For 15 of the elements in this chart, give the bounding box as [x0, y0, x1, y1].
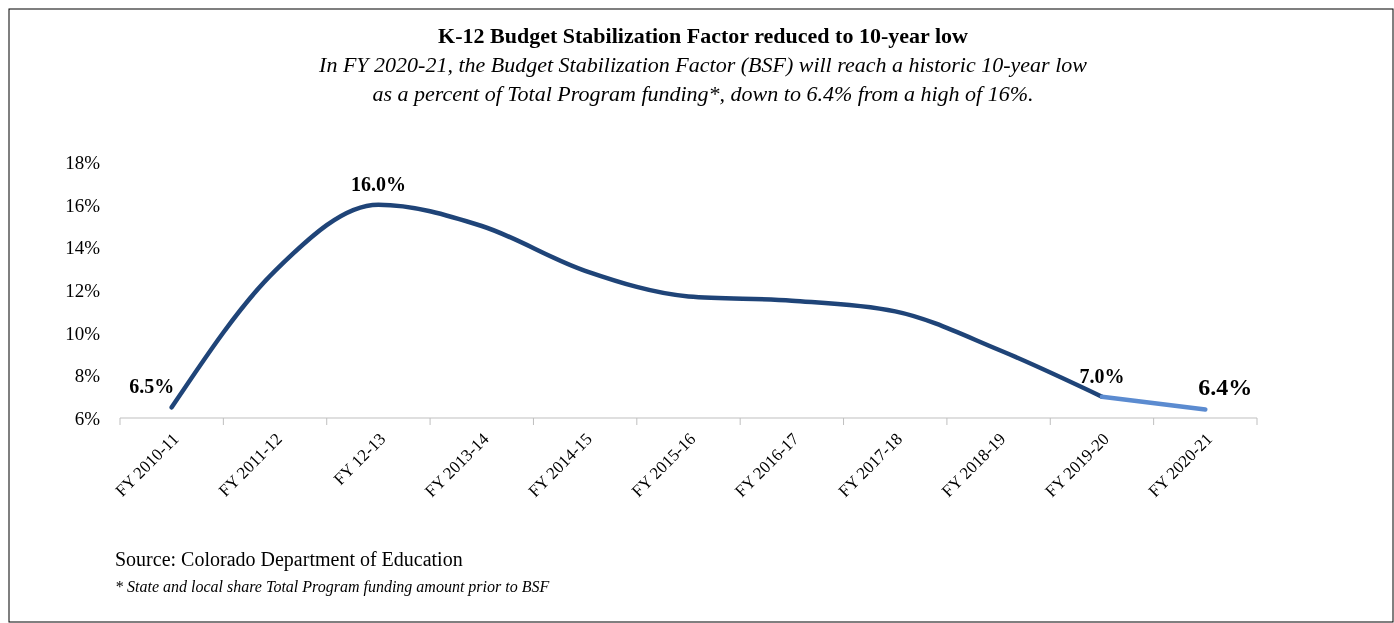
- y-tick-label: 6%: [74, 408, 101, 429]
- data-label: 7.0%: [1079, 364, 1125, 387]
- y-tick-label: 16%: [65, 194, 101, 216]
- data-label: 16.0%: [350, 172, 406, 195]
- y-tick-label: 8%: [74, 365, 101, 387]
- source-note: Source: Colorado Department of Education: [115, 548, 463, 571]
- data-label: 6.4%: [1198, 374, 1253, 401]
- y-tick-label: 18%: [65, 152, 101, 173]
- chart-title: K-12 Budget Stabilization Factor reduced to 10-year low: [438, 23, 969, 48]
- y-tick-label: 14%: [65, 237, 101, 259]
- chart-subtitle: In FY 2020-21, the Budget Stabilization Factor (BSF) will reach a historic 10-year low as a percent of Total Program funding*, down to 6.4% from a high of 16%.: [318, 52, 1088, 106]
- y-tick-label: 10%: [65, 322, 101, 344]
- text: * State and local share Total Program funding amount prior to BSF: [115, 578, 550, 596]
- data-label: 6.5%: [129, 375, 175, 398]
- y-tick-label: 12%: [65, 280, 101, 301]
